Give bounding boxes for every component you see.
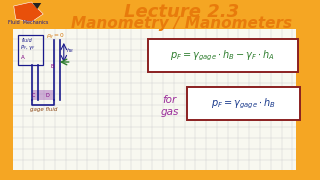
Text: $p_F = \gamma_{gage} \cdot h_B$: $p_F = \gamma_{gage} \cdot h_B$ — [211, 97, 276, 111]
Polygon shape — [14, 2, 43, 22]
Text: Manometry / Manometers: Manometry / Manometers — [71, 15, 292, 30]
Text: $h_B$: $h_B$ — [66, 46, 74, 55]
Text: gage fluid: gage fluid — [30, 107, 58, 112]
Text: fluid: fluid — [21, 38, 32, 43]
Bar — [0, 170, 314, 180]
Text: $P_F,\gamma_F$: $P_F,\gamma_F$ — [20, 43, 35, 52]
Polygon shape — [32, 3, 41, 9]
Text: gas: gas — [161, 107, 179, 117]
Text: A: A — [20, 55, 24, 60]
Text: $p_F = \gamma_{gage} \cdot h_B - \gamma_F \cdot h_A$: $p_F = \gamma_{gage} \cdot h_B - \gamma_… — [170, 49, 275, 63]
Text: Fluid  Mechanics: Fluid Mechanics — [8, 19, 49, 24]
Text: $\rho_g=0$: $\rho_g=0$ — [46, 32, 65, 42]
Bar — [32, 90, 54, 100]
Bar — [0, 28, 13, 174]
Bar — [296, 28, 314, 174]
Text: C: C — [31, 93, 35, 98]
Text: for: for — [163, 95, 177, 105]
Text: B: B — [50, 64, 54, 69]
Text: Lecture 2.3: Lecture 2.3 — [124, 3, 239, 21]
Bar — [12, 28, 298, 174]
Text: D: D — [45, 93, 49, 98]
Bar — [18, 35, 43, 65]
FancyBboxPatch shape — [148, 39, 298, 71]
FancyBboxPatch shape — [187, 87, 300, 120]
Bar — [0, 0, 314, 29]
